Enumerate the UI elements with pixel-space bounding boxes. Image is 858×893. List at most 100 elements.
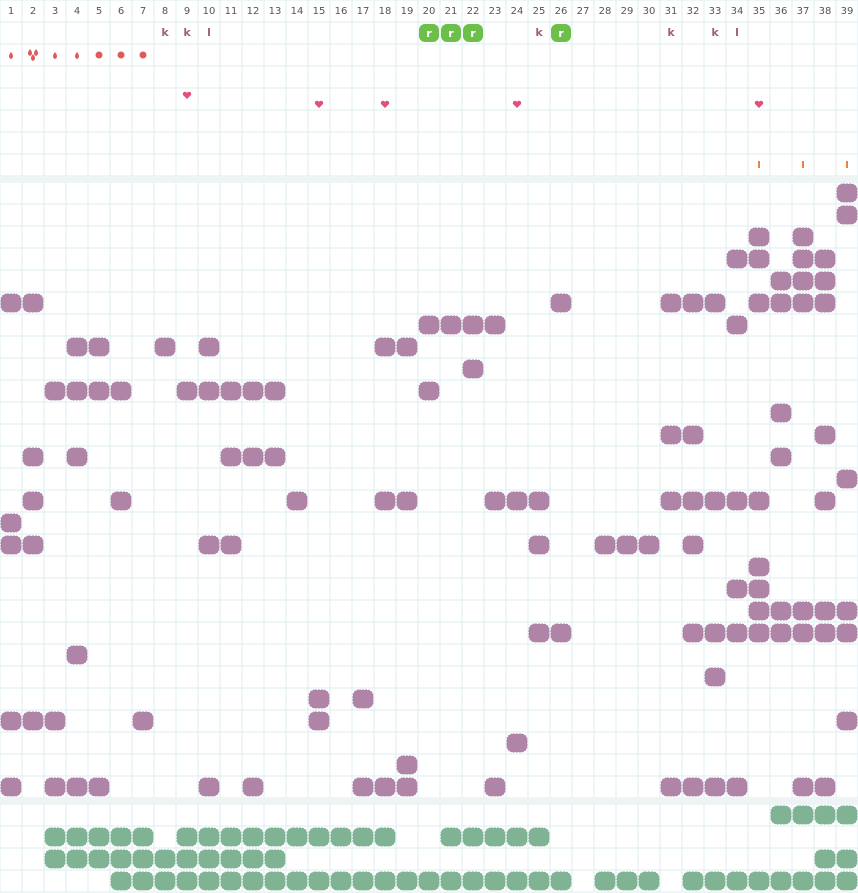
green-blob <box>814 871 836 891</box>
purple-blob <box>44 777 66 797</box>
purple-blob <box>220 535 242 555</box>
green-blob <box>286 827 308 847</box>
purple-blob <box>748 491 770 511</box>
purple-blob <box>374 777 396 797</box>
column-label: 29 <box>621 6 634 17</box>
drop-icon <box>75 52 79 59</box>
purple-blob <box>814 623 836 643</box>
purple-blob <box>770 293 792 313</box>
purple-blob <box>682 293 704 313</box>
purple-blob <box>836 469 858 489</box>
heart-icon <box>182 91 192 99</box>
green-blob <box>242 849 264 869</box>
purple-blob <box>770 447 792 467</box>
separator <box>0 798 858 804</box>
green-blob <box>132 827 154 847</box>
green-blob <box>638 871 660 891</box>
purple-blob <box>660 293 682 313</box>
column-label: 39 <box>841 6 854 17</box>
purple-blob <box>264 381 286 401</box>
green-blob <box>462 827 484 847</box>
purple-blob <box>704 491 726 511</box>
green-token <box>441 24 461 42</box>
column-label: 14 <box>291 6 304 17</box>
green-blob <box>176 827 198 847</box>
purple-blob <box>792 227 814 247</box>
token-letter: k <box>535 26 543 39</box>
purple-blob <box>242 777 264 797</box>
column-label: 10 <box>203 6 216 17</box>
purple-blob <box>726 491 748 511</box>
column-label: 4 <box>74 6 80 17</box>
column-label: 32 <box>687 6 700 17</box>
purple-blob <box>704 293 726 313</box>
purple-blob <box>0 293 22 313</box>
green-blob <box>528 871 550 891</box>
column-label: 17 <box>357 6 370 17</box>
purple-blob <box>484 315 506 335</box>
drop-icon <box>28 49 32 56</box>
purple-blob <box>770 403 792 423</box>
green-blob <box>220 849 242 869</box>
heart-icon <box>512 100 522 108</box>
purple-blob <box>110 381 132 401</box>
purple-blob <box>242 381 264 401</box>
purple-blob <box>198 337 220 357</box>
purple-blob <box>396 491 418 511</box>
purple-blob <box>176 381 198 401</box>
column-label: 31 <box>665 6 678 17</box>
column-label: 28 <box>599 6 612 17</box>
purple-blob <box>704 667 726 687</box>
column-label: 24 <box>511 6 524 17</box>
purple-blob <box>242 447 264 467</box>
green-blob <box>198 849 220 869</box>
green-blob <box>814 805 836 825</box>
purple-blob <box>462 315 484 335</box>
token-letter: k <box>161 26 169 39</box>
purple-blob <box>88 381 110 401</box>
purple-blob <box>836 711 858 731</box>
green-blob <box>770 871 792 891</box>
green-blob <box>220 871 242 891</box>
green-blob <box>264 871 286 891</box>
green-blob <box>154 871 176 891</box>
purple-blob <box>396 777 418 797</box>
purple-blob <box>814 271 836 291</box>
purple-blob <box>792 271 814 291</box>
green-blob <box>792 805 814 825</box>
purple-blob <box>374 337 396 357</box>
green-blob <box>440 827 462 847</box>
purple-blob <box>220 381 242 401</box>
purple-blob <box>660 777 682 797</box>
column-label: 26 <box>555 6 568 17</box>
purple-blob <box>396 337 418 357</box>
purple-blob <box>22 293 44 313</box>
green-blob <box>88 849 110 869</box>
green-blob <box>242 827 264 847</box>
purple-blob <box>748 249 770 269</box>
token-letter: l <box>735 26 739 39</box>
purple-blob <box>836 601 858 621</box>
green-blob <box>528 827 550 847</box>
purple-blob <box>418 381 440 401</box>
purple-blob <box>726 623 748 643</box>
green-blob <box>176 849 198 869</box>
purple-blob <box>352 689 374 709</box>
purple-blob <box>440 315 462 335</box>
column-label: 8 <box>162 6 168 17</box>
token-letter: r <box>470 27 476 40</box>
column-label: 15 <box>313 6 326 17</box>
purple-blob <box>22 491 44 511</box>
purple-blob <box>704 777 726 797</box>
purple-blob <box>814 777 836 797</box>
column-label: 38 <box>819 6 832 17</box>
purple-blob <box>748 579 770 599</box>
purple-blob <box>638 535 660 555</box>
green-blob <box>396 871 418 891</box>
purple-blob <box>22 535 44 555</box>
heart-icon <box>754 100 764 108</box>
purple-blob <box>792 601 814 621</box>
purple-blob <box>814 293 836 313</box>
purple-blob <box>792 623 814 643</box>
drop-icon <box>53 52 57 59</box>
